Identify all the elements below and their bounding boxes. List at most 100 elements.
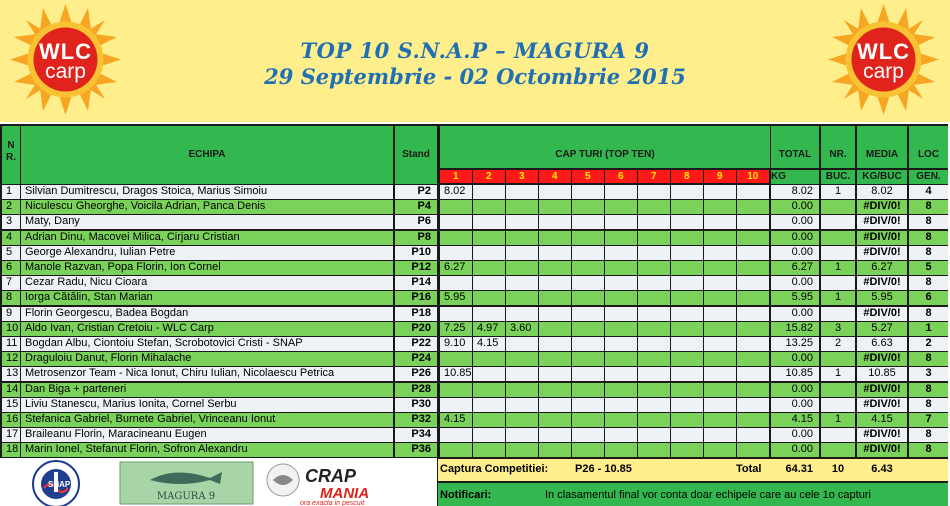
capture-weight <box>704 185 736 199</box>
cap-number-header: 9 <box>704 170 736 183</box>
fish-count: 1 <box>821 185 855 199</box>
capture-weight <box>704 200 736 214</box>
total-kg: 6.27 <box>771 261 819 275</box>
fish-count <box>821 200 855 214</box>
capture-weight <box>638 398 670 412</box>
capture-weight <box>737 276 769 290</box>
average-weight: #DIV/0! <box>857 246 907 260</box>
capture-weight <box>671 398 703 412</box>
team-name: Metrosenzor Team - Nica Ionut, Chiru Iul… <box>21 367 393 381</box>
capture-weight <box>704 307 736 321</box>
capture-weight <box>539 428 571 442</box>
capture-weight <box>737 231 769 245</box>
cap-number-header: 6 <box>605 170 637 183</box>
capture-weight <box>737 443 769 457</box>
capture-weight <box>539 398 571 412</box>
average-weight: #DIV/0! <box>857 231 907 245</box>
snap-logo-icon <box>32 460 80 506</box>
sun-logo-icon <box>828 4 939 115</box>
capture-weight <box>506 246 538 260</box>
capture-weight <box>605 398 637 412</box>
capture-weight <box>638 246 670 260</box>
capture-weight <box>506 352 538 366</box>
capture-weight <box>539 352 571 366</box>
capture-weight <box>737 246 769 260</box>
capture-weight <box>572 246 604 260</box>
capture-weight <box>704 337 736 351</box>
team-name: Aldo Ivan, Cristian Cretoiu - WLC Carp <box>21 322 393 336</box>
stand-number: P36 <box>395 443 437 457</box>
final-rank: 8 <box>909 231 948 245</box>
final-rank: 7 <box>909 413 948 427</box>
stand-number: P34 <box>395 428 437 442</box>
total-kg: 10.85 <box>771 367 819 381</box>
row-number: 18 <box>2 443 20 457</box>
capture-weight <box>638 276 670 290</box>
capture-weight <box>473 215 505 229</box>
capture-weight <box>539 200 571 214</box>
capture-weight <box>671 246 703 260</box>
capture-weight <box>638 367 670 381</box>
final-rank: 1 <box>909 322 948 336</box>
notes-text: In clasamentul final vor conta doar echi… <box>545 489 871 501</box>
capture-weight <box>605 413 637 427</box>
stand-number: P2 <box>395 185 437 199</box>
capture-weight <box>572 443 604 457</box>
team-name: Draguloiu Danut, Florin Mihalache <box>21 352 393 366</box>
row-number: 4 <box>2 231 20 245</box>
capture-weight <box>572 291 604 305</box>
capture-weight <box>539 185 571 199</box>
fish-count <box>821 307 855 321</box>
results-table: N R. ECHIPA Stand CAP TURI (TOP TEN) TOTAL NR… <box>0 124 948 506</box>
fish-count: 1 <box>821 367 855 381</box>
capture-weight <box>572 322 604 336</box>
capture-weight: 7.25 <box>440 322 472 336</box>
capture-weight <box>638 200 670 214</box>
capture-weight <box>539 337 571 351</box>
col-header-stand: Stand <box>395 126 437 184</box>
final-rank: 3 <box>909 367 948 381</box>
stand-number: P16 <box>395 291 437 305</box>
cap-number-header: 2 <box>473 170 505 183</box>
total-kg: 0.00 <box>771 276 819 290</box>
capture-weight <box>737 307 769 321</box>
col-unit-avg: KG/BUC <box>857 170 907 184</box>
cap-number-header: 3 <box>506 170 538 183</box>
total-kg: 5.95 <box>771 291 819 305</box>
capture-weight: 10.85 <box>440 367 472 381</box>
average-weight: #DIV/0! <box>857 398 907 412</box>
capture-weight <box>671 185 703 199</box>
capture-weight: 4.97 <box>473 322 505 336</box>
page-title: TOP 10 S.N.A.P – MAGURA 9 <box>300 38 650 63</box>
capture-weight <box>605 367 637 381</box>
capture-weight <box>572 428 604 442</box>
capture-weight <box>671 307 703 321</box>
capture-weight <box>473 413 505 427</box>
stand-number: P28 <box>395 383 437 397</box>
capture-weight <box>539 367 571 381</box>
average-weight: 5.27 <box>857 322 907 336</box>
capture-weight <box>572 383 604 397</box>
notes-label: Notificari: <box>440 489 492 501</box>
col-header-nr: N R. <box>2 126 20 184</box>
capture-weight <box>605 276 637 290</box>
capture-weight <box>704 261 736 275</box>
row-number: 14 <box>2 383 20 397</box>
sponsor-logos-art: SNAP MAGURA 9 CRAP MANIA ora exacta in p… <box>0 458 437 506</box>
final-rank: 8 <box>909 215 948 229</box>
team-name: Manole Razvan, Popa Florin, Ion Cornel <box>21 261 393 275</box>
total-kg: 0.00 <box>771 246 819 260</box>
total-avg: 6.43 <box>871 463 893 475</box>
row-number: 1 <box>2 185 20 199</box>
capture-weight <box>440 276 472 290</box>
capture-weight <box>539 215 571 229</box>
row-number: 11 <box>2 337 20 351</box>
logo-carp-text: carp <box>863 60 904 83</box>
stand-number: P8 <box>395 231 437 245</box>
capture-weight <box>473 246 505 260</box>
final-rank: 8 <box>909 276 948 290</box>
final-rank: 4 <box>909 185 948 199</box>
capture-weight <box>605 231 637 245</box>
capture-weight <box>737 185 769 199</box>
